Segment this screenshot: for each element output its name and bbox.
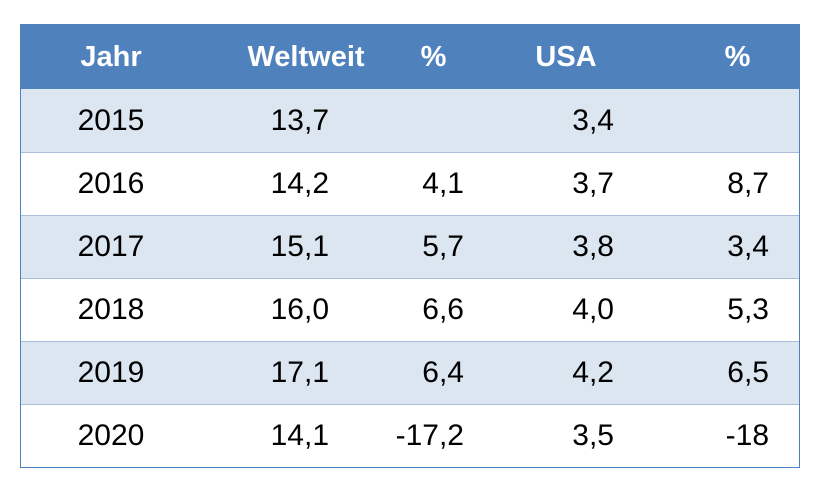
cell-percent-usa: 6,5: [727, 356, 769, 389]
cell-usa: 3,5: [572, 419, 614, 452]
cell-weltweit: 14,2: [270, 167, 329, 200]
header-weltweit: Weltweit: [247, 40, 365, 73]
cell-jahr: 2020: [77, 419, 145, 452]
data-table: Jahr Weltweit % USA % 2015 13,7 3,4 2016…: [20, 24, 800, 468]
header-percent-weltweit: %: [420, 40, 447, 73]
header-jahr: Jahr: [80, 40, 142, 73]
cell-jahr: 2017: [77, 230, 145, 263]
cell-weltweit: 15,1: [270, 230, 329, 263]
table-header-row: Jahr Weltweit % USA %: [21, 25, 799, 89]
cell-percent-usa: [636, 89, 799, 152]
cell-percent-usa: 3,4: [727, 230, 769, 263]
cell-jahr: 2015: [77, 103, 145, 137]
cell-weltweit: 13,7: [270, 103, 329, 137]
cell-percent-usa: 5,3: [727, 293, 769, 326]
cell-usa: 4,2: [572, 356, 614, 389]
table-row: 2016 14,2 4,1 3,7 8,7: [21, 152, 799, 215]
cell-percent-weltweit: 5,7: [422, 230, 464, 263]
cell-jahr: 2016: [77, 167, 145, 200]
cell-usa: 3,4: [572, 103, 614, 137]
cell-jahr: 2018: [77, 293, 145, 326]
cell-weltweit: 17,1: [270, 356, 329, 389]
header-usa: USA: [535, 40, 597, 73]
cell-percent-weltweit: -17,2: [395, 419, 464, 452]
cell-weltweit: 14,1: [270, 419, 329, 452]
cell-usa: 4,0: [572, 293, 614, 326]
cell-percent-weltweit: [351, 89, 486, 152]
cell-weltweit: 16,0: [270, 293, 329, 326]
cell-usa: 3,7: [572, 167, 614, 200]
table-row: 2017 15,1 5,7 3,8 3,4: [21, 215, 799, 278]
cell-percent-usa: -18: [725, 419, 769, 452]
header-percent-usa: %: [724, 40, 751, 73]
cell-percent-weltweit: 6,4: [422, 356, 464, 389]
table-row: 2019 17,1 6,4 4,2 6,5: [21, 341, 799, 404]
cell-usa: 3,8: [572, 230, 614, 263]
cell-percent-weltweit: 4,1: [422, 167, 464, 200]
cell-percent-usa: 8,7: [727, 167, 769, 200]
cell-percent-weltweit: 6,6: [422, 293, 464, 326]
table-row: 2018 16,0 6,6 4,0 5,3: [21, 278, 799, 341]
table-row: 2020 14,1 -17,2 3,5 -18: [21, 404, 799, 467]
table-row: 2015 13,7 3,4: [21, 89, 799, 152]
cell-jahr: 2019: [77, 356, 145, 389]
